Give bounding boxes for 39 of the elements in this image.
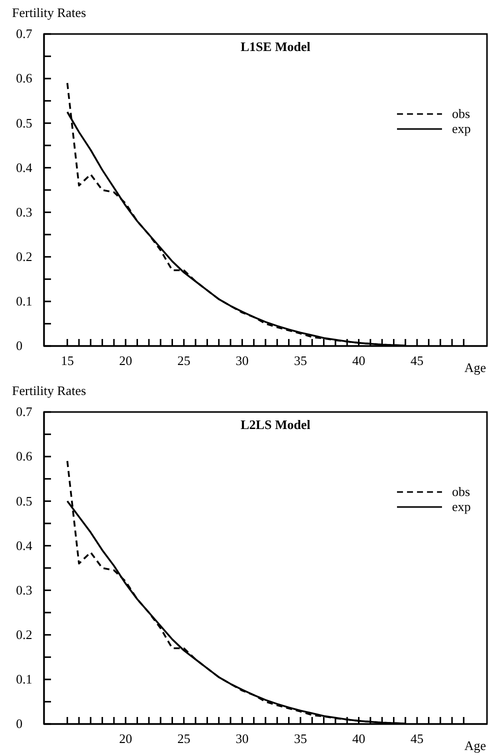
x-tick-label: 40 (352, 353, 366, 368)
y-tick-label: 0.2 (16, 249, 32, 264)
y-axis-title: Fertility Rates (12, 5, 86, 20)
x-tick-label: 35 (294, 731, 307, 746)
y-axis-title: Fertility Rates (12, 383, 86, 398)
y-tick-label: 0.4 (16, 538, 33, 553)
x-tick-label: 15 (60, 353, 74, 368)
x-tick-label: 45 (410, 353, 424, 368)
chart-title: L2LS Model (240, 417, 311, 432)
x-axis-title: Age (464, 738, 486, 753)
chart-title: L1SE Model (240, 39, 311, 54)
y-tick-label: 0.7 (16, 404, 33, 420)
y-tick-label: 0 (16, 716, 22, 732)
legend-label: exp (452, 499, 471, 514)
y-tick-label: 0.6 (16, 448, 33, 464)
y-tick-label: 0.4 (16, 160, 33, 175)
y-tick-label: 0.3 (16, 204, 32, 220)
x-axis-title: Age (464, 360, 486, 375)
legend-label: obs (452, 484, 470, 499)
x-tick-label: 25 (177, 731, 190, 746)
x-tick-label: 40 (352, 731, 366, 746)
y-tick-label: 0.3 (16, 582, 32, 598)
x-tick-label: 35 (294, 353, 307, 368)
x-tick-label: 45 (410, 731, 424, 746)
x-tick-label: 20 (119, 731, 132, 746)
y-tick-label: 0.1 (16, 672, 32, 687)
legend-label: obs (452, 106, 470, 121)
x-tick-label: 25 (177, 353, 190, 368)
y-tick-label: 0 (16, 338, 22, 354)
x-tick-label: 30 (236, 731, 249, 746)
y-tick-label: 0.7 (16, 26, 33, 42)
y-tick-label: 0.2 (16, 627, 32, 642)
y-tick-label: 0.5 (16, 493, 32, 508)
legend-label: exp (452, 121, 471, 136)
y-tick-label: 0.6 (16, 70, 33, 86)
y-tick-label: 0.1 (16, 294, 32, 309)
x-tick-label: 20 (119, 353, 132, 368)
x-tick-label: 30 (236, 353, 249, 368)
y-tick-label: 0.5 (16, 115, 32, 130)
